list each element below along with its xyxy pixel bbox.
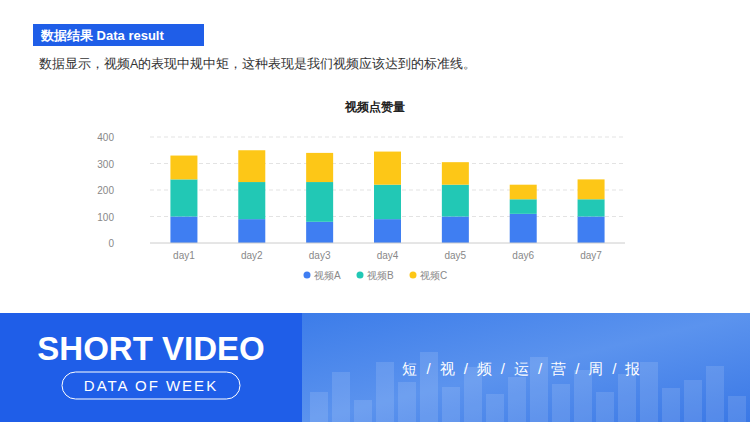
header-box xyxy=(33,24,204,46)
x-tick-label: day1 xyxy=(173,250,195,261)
bar-segment xyxy=(238,182,265,219)
x-tick-label: day7 xyxy=(580,250,602,261)
footer-building xyxy=(596,392,614,422)
y-tick-label: 400 xyxy=(97,132,114,143)
x-tick-label: day6 xyxy=(512,250,534,261)
bar-segment xyxy=(510,199,537,214)
bar-segment xyxy=(578,179,605,199)
y-tick-label: 100 xyxy=(97,212,114,223)
x-tick-label: day4 xyxy=(377,250,399,261)
legend-label: 视频A xyxy=(314,270,341,281)
bar-segment xyxy=(442,185,469,217)
bar-segment xyxy=(510,214,537,243)
footer-building xyxy=(486,394,504,422)
bar-segment xyxy=(238,150,265,182)
footer-building xyxy=(310,392,328,422)
x-tick-label: day5 xyxy=(445,250,467,261)
bar-segment xyxy=(170,217,197,244)
bar-segment xyxy=(442,217,469,244)
bar-segment xyxy=(306,222,333,243)
footer-title: SHORT VIDEO xyxy=(37,330,264,367)
y-tick-label: 300 xyxy=(97,159,114,170)
footer-pill xyxy=(62,372,240,399)
footer-building xyxy=(706,366,724,422)
bar-segment xyxy=(170,156,197,180)
legend-marker xyxy=(410,272,417,279)
footer-panel xyxy=(0,313,302,422)
footer-building xyxy=(376,362,394,422)
footer-building xyxy=(354,400,372,422)
bar-segment xyxy=(578,217,605,244)
bar-segment xyxy=(442,162,469,185)
footer-building xyxy=(574,370,592,422)
footer-building xyxy=(662,388,680,422)
legend-marker xyxy=(357,272,364,279)
footer-image xyxy=(300,313,750,422)
footer-building xyxy=(552,384,570,422)
legend-label: 视频C xyxy=(420,270,447,281)
bar-segment xyxy=(578,199,605,216)
y-tick-label: 0 xyxy=(108,238,114,249)
bar-segment xyxy=(374,219,401,243)
footer-building xyxy=(332,372,350,422)
footer-building xyxy=(442,387,460,422)
x-tick-label: day3 xyxy=(309,250,331,261)
page: 数据结果 Data result 数据显示，视频A的表现中规中矩，这种表现是我们视… xyxy=(0,0,750,422)
footer-building xyxy=(508,377,526,422)
x-tick-label: day2 xyxy=(241,250,263,261)
grid-line xyxy=(150,137,625,138)
bar-segment xyxy=(374,185,401,219)
header-description: 数据显示，视频A的表现中规中矩，这种表现是我们视频应该达到的标准线。 xyxy=(39,56,476,71)
y-tick-label: 200 xyxy=(97,185,114,196)
footer-building xyxy=(398,382,416,422)
bar-segment xyxy=(238,219,265,243)
bar-segment xyxy=(306,182,333,222)
bar-segment xyxy=(170,179,197,216)
footer-tagline: 短/视/频/运/营/周/报 xyxy=(402,360,649,377)
footer-building xyxy=(728,396,746,422)
bar-segment xyxy=(510,185,537,200)
chart-title: 视频点赞量 xyxy=(344,100,405,114)
x-axis xyxy=(150,243,625,244)
footer-building xyxy=(618,374,636,422)
footer-subtitle: DATA OF WEEK xyxy=(84,377,218,394)
legend-marker xyxy=(304,272,311,279)
footer-building xyxy=(684,380,702,422)
legend-label: 视频B xyxy=(367,270,394,281)
bar-segment xyxy=(374,152,401,185)
bars xyxy=(170,150,604,243)
header-label: 数据结果 Data result xyxy=(40,28,164,43)
bar-segment xyxy=(306,153,333,182)
